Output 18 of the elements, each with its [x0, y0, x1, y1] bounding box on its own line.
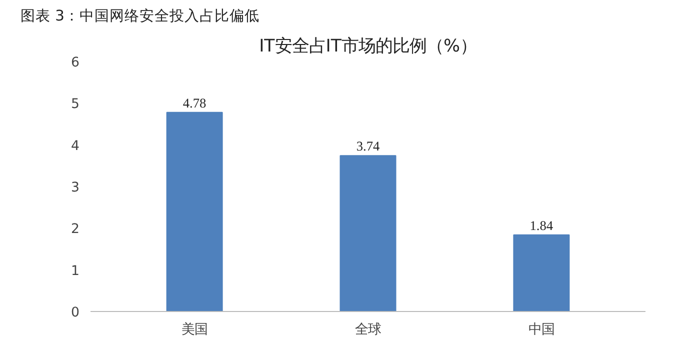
y-tick-label: 6	[71, 56, 80, 70]
chart-subtitle: IT安全占IT市场的比例（%）	[259, 36, 477, 56]
data-label: 3.74	[356, 138, 380, 154]
chart-title: 图表 3：中国网络安全投入占比偏低	[20, 8, 260, 24]
x-tick-label: 美国	[182, 322, 208, 338]
y-tick-label: 1	[71, 264, 80, 279]
y-tick-label: 3	[71, 180, 80, 196]
y-tick-label: 2	[71, 222, 80, 238]
y-tick-label: 5	[71, 97, 80, 112]
x-tick-label: 中国	[528, 322, 554, 338]
bar	[340, 155, 396, 312]
y-tick-label: 0	[71, 306, 80, 320]
data-label: 4.78	[182, 95, 207, 110]
bar	[166, 112, 223, 312]
x-tick-label: 全球	[355, 322, 381, 338]
data-label: 1.84	[530, 218, 554, 233]
y-tick-label: 4	[71, 138, 80, 154]
bar	[513, 234, 570, 312]
